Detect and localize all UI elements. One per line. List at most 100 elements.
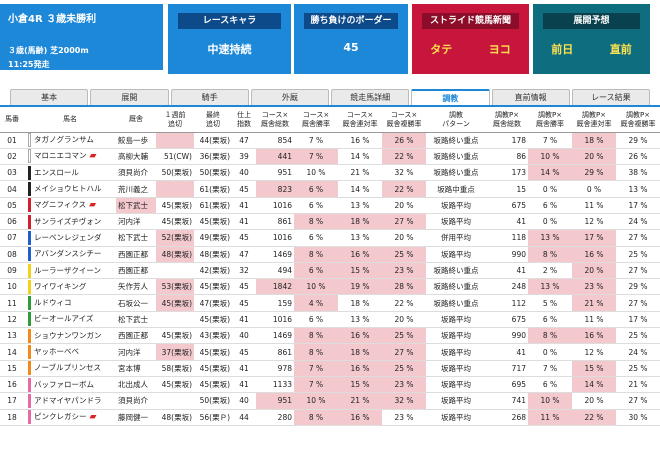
- cell-q2: 16 %: [572, 246, 616, 263]
- cell-q3: 25 %: [616, 246, 660, 263]
- stride-header: ストライド競馬新聞: [422, 13, 519, 29]
- tab-0[interactable]: 基本: [10, 89, 89, 105]
- table-row[interactable]: 10 ワイワイキング 矢作芳人 53(栗坂) 45(栗坂) 45 1842 10 % 19 % 2…: [0, 278, 660, 296]
- cell-n1: 1133: [256, 376, 294, 394]
- cell-q3: 25 %: [616, 360, 660, 377]
- cell-w2: 45(栗坂): [194, 213, 232, 231]
- cell-n2: 41: [486, 213, 528, 231]
- table-row[interactable]: 08 アバンダンスシチー 西園正都 48(栗坂) 48(栗坂) 47 1469 8 % 16 %…: [0, 246, 660, 263]
- cell-p2: 15 %: [338, 376, 382, 394]
- horse-name[interactable]: エンスロール: [34, 167, 79, 177]
- forecast-latest[interactable]: 直前: [609, 43, 632, 56]
- horse-name[interactable]: バッファローボム: [34, 379, 94, 389]
- horse-name[interactable]: ヤッホーベベ: [34, 347, 79, 356]
- cell-w2: 56(栗Ｐ): [194, 409, 232, 426]
- horse-name[interactable]: マグニフィクス: [34, 200, 87, 210]
- tab-1[interactable]: 展開: [90, 89, 169, 105]
- table-row[interactable]: 03 エンスロール 須貝尚介 50(栗坂) 50(栗坂) 40 951 10 % 21 % 32 …: [0, 164, 660, 182]
- table-row[interactable]: 12 ビーオールアイズ 松下武士 45(栗坂) 41 1016 6 % 13 % 20 % 坂路平…: [0, 311, 660, 329]
- cell-no: 04: [0, 180, 24, 198]
- cell-p2: 13 %: [338, 311, 382, 329]
- cell-q2: 15 %: [572, 360, 616, 377]
- table-row[interactable]: 04 メイショウヒトハル 荒川義之 61(栗坂) 45 823 6 % 14 % 22 % 坂路中…: [0, 180, 660, 198]
- tab-3[interactable]: 外厩: [250, 89, 329, 105]
- horse-mark-icon: ▰: [89, 412, 97, 423]
- horse-name[interactable]: ワイワイキング: [34, 281, 87, 291]
- horse-name[interactable]: ノーブルプリンセス: [34, 363, 102, 373]
- tab-6[interactable]: 直前情報: [491, 89, 570, 105]
- cell-no: 06: [0, 213, 24, 231]
- cell-no: 16: [0, 376, 24, 394]
- cell-trainer: 石坂公一: [116, 294, 156, 312]
- table-row[interactable]: 05 マグニフィクス ▰ 松下武士 45(栗坂) 61(栗坂) 41 1016 6 % 13 % 2…: [0, 197, 660, 214]
- cell-q3: 29 %: [616, 278, 660, 296]
- cell-w1: [156, 311, 194, 329]
- horse-name[interactable]: サンライズヂヴォン: [34, 216, 102, 226]
- cell-w2: 45(栗坂): [194, 376, 232, 394]
- cell-n1: 978: [256, 360, 294, 377]
- column-header: 調教 パターン: [426, 108, 486, 133]
- table-row[interactable]: 17 アドマイヤパンドラ 須貝尚介 50(栗坂) 40 951 10 % 21 % 32 % 坂路…: [0, 392, 660, 410]
- cell-w1: [156, 392, 194, 410]
- cell-q3: 30 %: [616, 409, 660, 426]
- horse-name[interactable]: アドマイヤパンドラ: [34, 395, 102, 405]
- horse-name[interactable]: ルーラーザクイーン: [34, 265, 101, 275]
- cell-p1: 4 %: [294, 294, 338, 312]
- horse-name[interactable]: レーベンレジェンダ: [34, 232, 102, 242]
- cell-w1: 50(栗坂): [156, 164, 194, 182]
- horse-name[interactable]: メイショウヒトハル: [34, 184, 102, 194]
- training-table: 馬番 馬名 厩舎 １週前 追切 最終 追切 仕上 指数 コース× 厩舎総数 コース× 厩舎勝率…: [0, 108, 660, 426]
- horse-name-cell: アドマイヤパンドラ: [24, 392, 116, 410]
- cell-idx: 47: [232, 246, 256, 263]
- forecast-prev-day[interactable]: 前日: [551, 43, 574, 56]
- table-row[interactable]: 15 ノーブルプリンセス 宮本博 58(栗坂) 45(栗坂) 41 978 7 % 16 % 25…: [0, 360, 660, 377]
- table-row[interactable]: 14 ヤッホーベベ 河内洋 37(栗坂) 45(栗坂) 45 861 8 % 18 % 27 % 坂…: [0, 343, 660, 361]
- cell-q1: 10 %: [528, 392, 572, 410]
- cell-w2: 36(栗坂): [194, 148, 232, 166]
- cell-p2: 13 %: [338, 197, 382, 214]
- cell-q2: 20 %: [572, 392, 616, 410]
- cell-n1: 854: [256, 132, 294, 149]
- column-header: １週前 追切: [156, 108, 194, 133]
- table-row[interactable]: 07 レーベンレジェンダ 松下武士 52(栗坂) 49(栗坂) 45 1016 6 % 13 %…: [0, 229, 660, 247]
- table-row[interactable]: 01 タガノグランサム 鮫島一歩 44(栗坂) 47 854 7 % 16 % 26 % 坂路終い…: [0, 132, 660, 149]
- horse-name[interactable]: アバンダンスシチー: [34, 249, 102, 259]
- cell-w1: 45(栗坂): [156, 213, 194, 231]
- stride-yoko[interactable]: ヨコ: [488, 43, 511, 56]
- table-row[interactable]: 16 バッファローボム 北出成人 45(栗坂) 45(栗坂) 41 1133 7 % 15 % 2…: [0, 376, 660, 394]
- horse-name[interactable]: ショウナンワンガン: [34, 330, 102, 340]
- cell-p3: 23 %: [382, 262, 426, 280]
- horse-name[interactable]: ピンクレガシー: [34, 412, 87, 422]
- horse-name-cell: ピンクレガシー ▰: [24, 409, 116, 426]
- cell-q2: 14 %: [572, 376, 616, 394]
- cell-q2: 21 %: [572, 294, 616, 312]
- stride-tate[interactable]: タテ: [430, 43, 453, 56]
- cell-w2: 50(栗坂): [194, 164, 232, 182]
- table-row[interactable]: 13 ショウナンワンガン 西園正都 45(栗坂) 43(栗坂) 40 1469 8 % 16 %…: [0, 327, 660, 345]
- tab-4[interactable]: 競走馬詳細: [331, 89, 410, 105]
- cell-p1: 10 %: [294, 164, 338, 182]
- cell-p2: 21 %: [338, 392, 382, 410]
- cell-idx: 45: [232, 294, 256, 312]
- cell-p3: 28 %: [382, 278, 426, 296]
- cell-n2: 675: [486, 311, 528, 329]
- cell-n2: 717: [486, 360, 528, 377]
- horse-name[interactable]: ルドウィコ: [34, 298, 72, 308]
- table-row[interactable]: 02 マロニエコマン ▰ 高柳大輔 51(CW) 36(栗坂) 39 441 7 % 14 % 22…: [0, 148, 660, 166]
- table-row[interactable]: 06 サンライズヂヴォン 河内洋 45(栗坂) 45(栗坂) 41 861 8 % 18 % 27…: [0, 213, 660, 231]
- tab-7[interactable]: レース結果: [571, 89, 650, 105]
- cell-trainer: 鮫島一歩: [116, 132, 156, 149]
- cell-no: 11: [0, 294, 24, 312]
- horse-name[interactable]: ビーオールアイズ: [34, 314, 94, 324]
- table-row[interactable]: 09 ルーラーザクイーン 西園正都 42(栗坂) 32 494 6 % 15 % 23 % 坂路終…: [0, 262, 660, 280]
- horse-name[interactable]: タガノグランサム: [34, 135, 94, 145]
- table-row[interactable]: 18 ピンクレガシー ▰ 藤岡健一 48(栗坂) 56(栗Ｐ) 44 280 8 % 16 % 23…: [0, 409, 660, 426]
- horse-name[interactable]: マロニエコマン: [34, 151, 87, 161]
- cell-q2: 22 %: [572, 409, 616, 426]
- tab-2[interactable]: 騎手: [170, 89, 249, 105]
- tab-5[interactable]: 調教: [411, 89, 490, 105]
- waku-color-bar: [28, 410, 31, 425]
- cell-idx: 41: [232, 311, 256, 329]
- table-row[interactable]: 11 ルドウィコ 石坂公一 45(栗坂) 47(栗坂) 45 159 4 % 18 % 22 % 坂…: [0, 294, 660, 312]
- cell-p2: 14 %: [338, 148, 382, 166]
